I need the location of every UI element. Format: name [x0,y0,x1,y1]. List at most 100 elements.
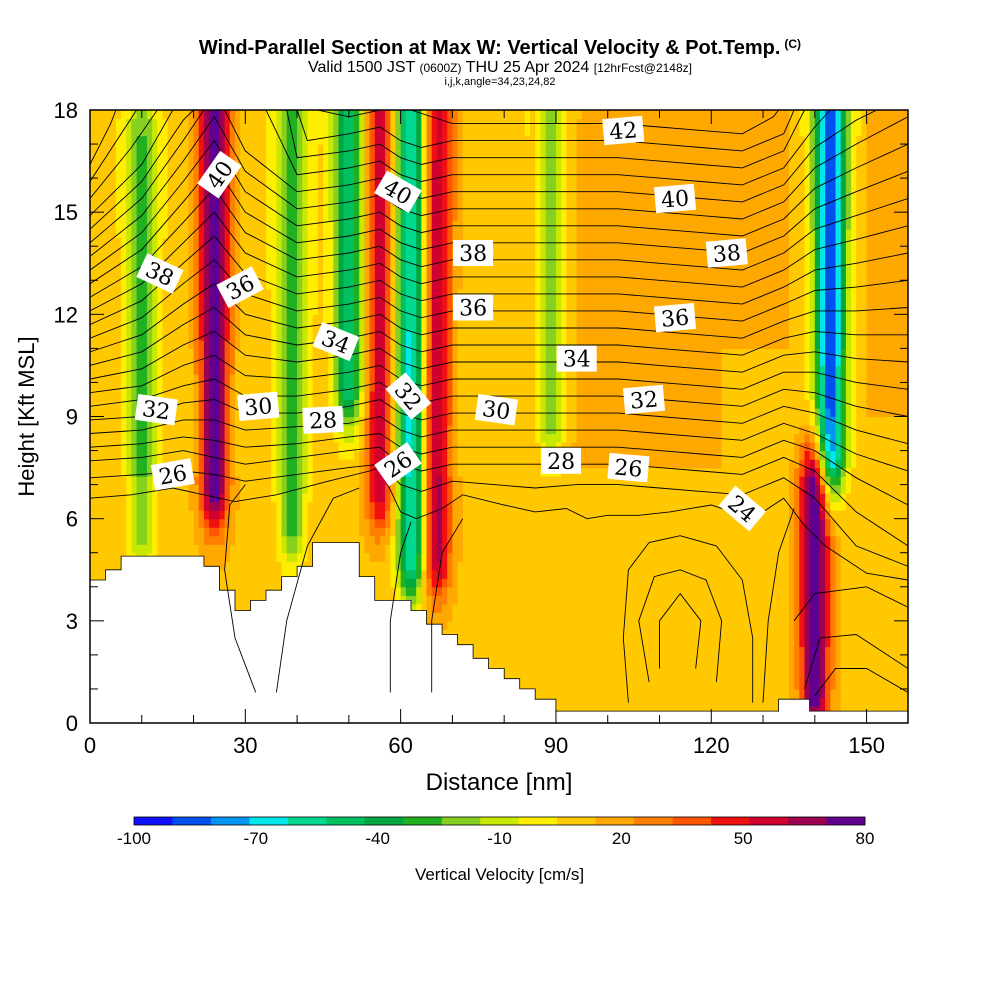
isentrope-label-text: 38 [459,242,487,267]
isentrope-label: 26 [607,452,650,483]
colorbar-swatch [826,817,866,825]
isentrope-label-bg [705,238,748,268]
isentrope-line-33 [90,306,908,366]
colorbar-swatch [364,817,404,825]
isentrope-line-27 [90,433,908,506]
isentrope-label-text: 30 [481,397,512,426]
colorbar-swatch [711,817,750,825]
chart-title: Wind-Parallel Section at Max W: Vertical… [198,37,781,59]
isentrope-label-bg [474,394,519,426]
x-tick-label: 150 [848,733,885,758]
colorbar-label: Vertical Velocity [cm/s] [415,865,584,884]
isentrope-label-bg [607,452,650,483]
isentrope-label-bg [541,447,582,474]
isentrope-label-text: 38 [712,241,742,268]
colorbar-tick-label: 50 [734,829,753,848]
isentrope-label: 32 [622,384,666,415]
colorbar-tick-label: -10 [487,829,512,848]
isentrope-label-text: 30 [243,394,273,421]
isentrope-label-bg [136,253,184,294]
isentrope-line-43 [90,110,194,230]
isentrope-label: 30 [474,394,519,426]
isentrope-line-25 [90,463,908,567]
colorbar-frame [133,816,866,826]
colorbar-swatch [557,817,597,825]
y-tick-label: 6 [66,507,78,532]
x-axis-label: Distance [nm] [426,769,573,796]
isentrope-line-45 [90,110,158,199]
isentrope-label: 36 [653,303,697,333]
isentrope-line-44 [90,110,174,216]
isentrope-line-46 [90,110,137,182]
colorbar-tick-label: -40 [365,829,390,848]
colorbar-swatch [480,817,520,825]
colorbar-swatch [595,817,635,825]
colorbar-swatch [326,817,366,825]
isentrope-line-24 [762,508,795,703]
isentrope-label-bg [556,345,597,372]
isentrope-label: 28 [302,405,344,435]
isentrope-label-bg [718,485,766,532]
isentrope-label: 42 [602,115,645,146]
isentrope-label-text: 28 [308,408,337,434]
isentrope-label-text: 34 [563,348,591,373]
forecast-info: [12hrFcst@2148z] [593,61,692,75]
isentrope-label-text: 42 [608,118,638,145]
isentrope-label: 32 [134,394,178,426]
isentrope-label-bg [237,391,280,421]
isentrope-label: 30 [237,391,280,421]
isentrope-line-47 [90,110,117,165]
isentrope-label-bg [150,458,195,491]
colorbar-swatch [634,817,674,825]
chart-title-line: Wind-Parallel Section at Max W: Vertical… [0,37,1000,60]
copyright-mark: (C) [784,37,802,51]
valid-zulu: (0600Z) [419,61,462,75]
isentrope-line-32 [90,330,908,380]
index-info: i,j,k,angle=34,23,24,82 [444,76,556,88]
isentrope-line-37 [90,211,908,312]
y-axis-label: Height [Kft MSL] [14,336,39,496]
colorbar-swatch [403,817,443,825]
isentrope-label: 26 [150,458,195,491]
isentrope-label-bg [374,442,422,487]
y-tick-label: 12 [54,302,78,327]
isentrope-label-text: 32 [140,397,171,426]
colorbar-swatch [134,817,173,825]
isentrope-line-24 [814,668,908,697]
isentrope-label-bg [385,372,432,420]
isentrope-line-23 [638,569,723,683]
isentrope-line-31 [90,354,908,394]
isentrope-label-text: 26 [613,455,643,482]
isentrope-label-bg [302,405,344,434]
x-tick-label: 0 [84,733,96,758]
isentrope-line-44 [286,110,805,169]
y-tick-label: 15 [54,200,78,225]
isentrope-line-41 [90,115,908,257]
isentrope-line-36 [90,235,908,326]
isentrope-label-bg [602,115,645,146]
isentrope-label-bg [453,240,494,266]
y-tick-label: 0 [66,711,78,736]
colorbar-tick-label: -100 [117,829,151,848]
colorbar-swatch [172,817,212,825]
colorbar-swatch [672,817,712,825]
isentrope-label: 38 [705,238,748,268]
isentrope-label-bg [197,150,242,199]
isentrope-line-24 [389,521,412,693]
valid-date: THU 25 Apr 2024 [465,59,590,76]
isentrope-label-text: 32 [629,387,659,414]
colorbar-swatch [518,817,558,825]
x-tick-label: 60 [388,733,412,758]
colorbar-tick-label: 20 [612,829,631,848]
isentrope-line-26 [90,446,908,547]
terrain-polygon [89,542,909,724]
isentrope-label: 36 [453,294,494,322]
isentrope-label-bg [134,394,178,426]
colorbar-swatch [788,817,827,825]
colorbar-tick-label: 80 [856,829,875,848]
x-tick-label: 120 [693,733,730,758]
valid-time: Valid 1500 JST [308,59,416,76]
isentrope-line-23 [659,592,702,669]
